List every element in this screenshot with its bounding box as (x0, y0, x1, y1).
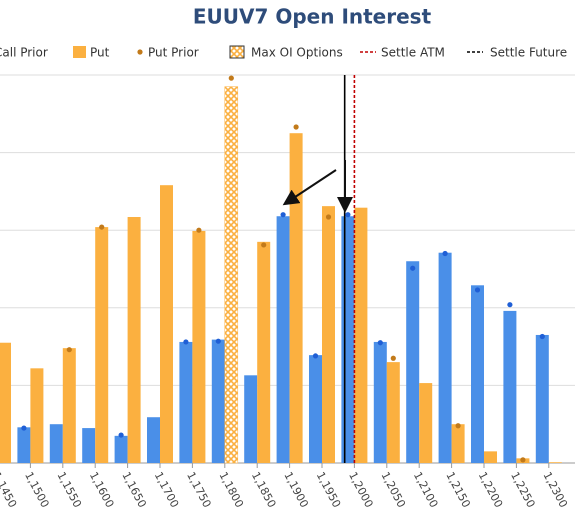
legend-label: Call Prior (0, 46, 48, 60)
bar (373, 341, 387, 463)
x-tick-label: 1,1750 (184, 470, 214, 510)
prior-dot (520, 457, 526, 463)
prior-dot (118, 432, 124, 438)
prior-dot (539, 333, 545, 340)
bar (341, 216, 355, 463)
x-tick-label: 1,2100 (411, 470, 441, 510)
legend-symbol (137, 49, 143, 55)
bar (257, 241, 271, 463)
bar (30, 368, 44, 463)
bar (0, 342, 11, 463)
prior-dot (442, 250, 448, 257)
prior-dot (312, 353, 319, 359)
legend-label: Put Prior (148, 46, 199, 60)
legend-label: Settle Future (490, 46, 567, 60)
chart-title: EUUV7 Open Interest (193, 5, 432, 29)
bar (276, 216, 290, 463)
max-oi-bar (224, 86, 239, 464)
bar (322, 206, 335, 464)
bar (438, 252, 452, 463)
prior-dot (196, 227, 202, 233)
bar (160, 185, 173, 463)
bar (535, 334, 549, 463)
bar (192, 230, 206, 463)
prior-dot (21, 425, 27, 431)
bar (309, 355, 322, 463)
bar (419, 383, 433, 463)
bar (127, 217, 141, 463)
x-tick-label: 1,1550 (55, 470, 85, 510)
x-tick-label: 1,1700 (152, 470, 182, 510)
x-tick-label: 1,2200 (476, 470, 506, 510)
legend-symbol (229, 45, 245, 59)
bar (179, 341, 193, 463)
x-tick-label: 1,1900 (281, 470, 311, 510)
prior-dot (215, 338, 221, 344)
bar (386, 362, 400, 463)
bar (62, 348, 76, 463)
bar (244, 375, 258, 463)
x-tick-label: 1,1650 (119, 470, 149, 510)
legend: Call Prior Put Put Prior Max OI Options Sett… (0, 45, 567, 60)
x-tick-label: 1,2000 (346, 470, 376, 510)
prior-dot (507, 302, 513, 308)
prior-dot (325, 214, 332, 220)
bar (95, 227, 109, 463)
prior-dot (99, 224, 105, 230)
x-tick-label: 1,2150 (443, 470, 473, 510)
bar (147, 417, 160, 463)
x-tick-label: 1,1800 (217, 470, 247, 510)
bar (503, 310, 517, 463)
prior-dot (183, 339, 189, 345)
bar (548, 462, 562, 463)
x-tick-label: 1,1850 (249, 470, 279, 510)
bar (17, 427, 31, 463)
legend-label: Max OI Options (251, 46, 343, 60)
bar (211, 339, 225, 463)
prior-dot (474, 287, 481, 293)
x-tick-label: 1,1450 (0, 470, 19, 510)
legend-symbol (73, 46, 86, 58)
prior-dot (228, 75, 234, 81)
x-tick-label: 1,2250 (508, 470, 538, 510)
x-tick-label: 1,2050 (379, 470, 409, 510)
x-tick-label: 1,1950 (314, 470, 344, 510)
bar (114, 435, 128, 463)
plot: 1,1450 1,1500 1,1550 1,1600 1,1650 1,1700 1,17… (0, 74, 575, 510)
bar (289, 133, 303, 463)
bar (484, 451, 497, 463)
prior-dot (280, 212, 286, 218)
arrow (282, 169, 337, 206)
prior-dot (377, 340, 383, 346)
bar (471, 285, 484, 463)
prior-dot (345, 212, 351, 218)
x-tick-label: 1,2300 (541, 470, 571, 510)
bar (82, 428, 96, 463)
prior-dot (66, 347, 72, 353)
prior-dot (261, 242, 267, 248)
prior-dot (293, 124, 299, 130)
annotation-arrows (282, 160, 353, 213)
bar (451, 424, 465, 463)
bar (406, 261, 420, 463)
legend-label: Settle ATM (381, 46, 445, 60)
prior-dot (390, 355, 396, 361)
x-tick-label: 1,1500 (22, 470, 52, 510)
x-tick-label: 1,1600 (87, 470, 117, 510)
prior-dot (410, 265, 416, 271)
bar (354, 207, 368, 463)
bar (49, 424, 63, 463)
prior-dot (455, 423, 461, 429)
legend-label: Put (90, 46, 110, 60)
